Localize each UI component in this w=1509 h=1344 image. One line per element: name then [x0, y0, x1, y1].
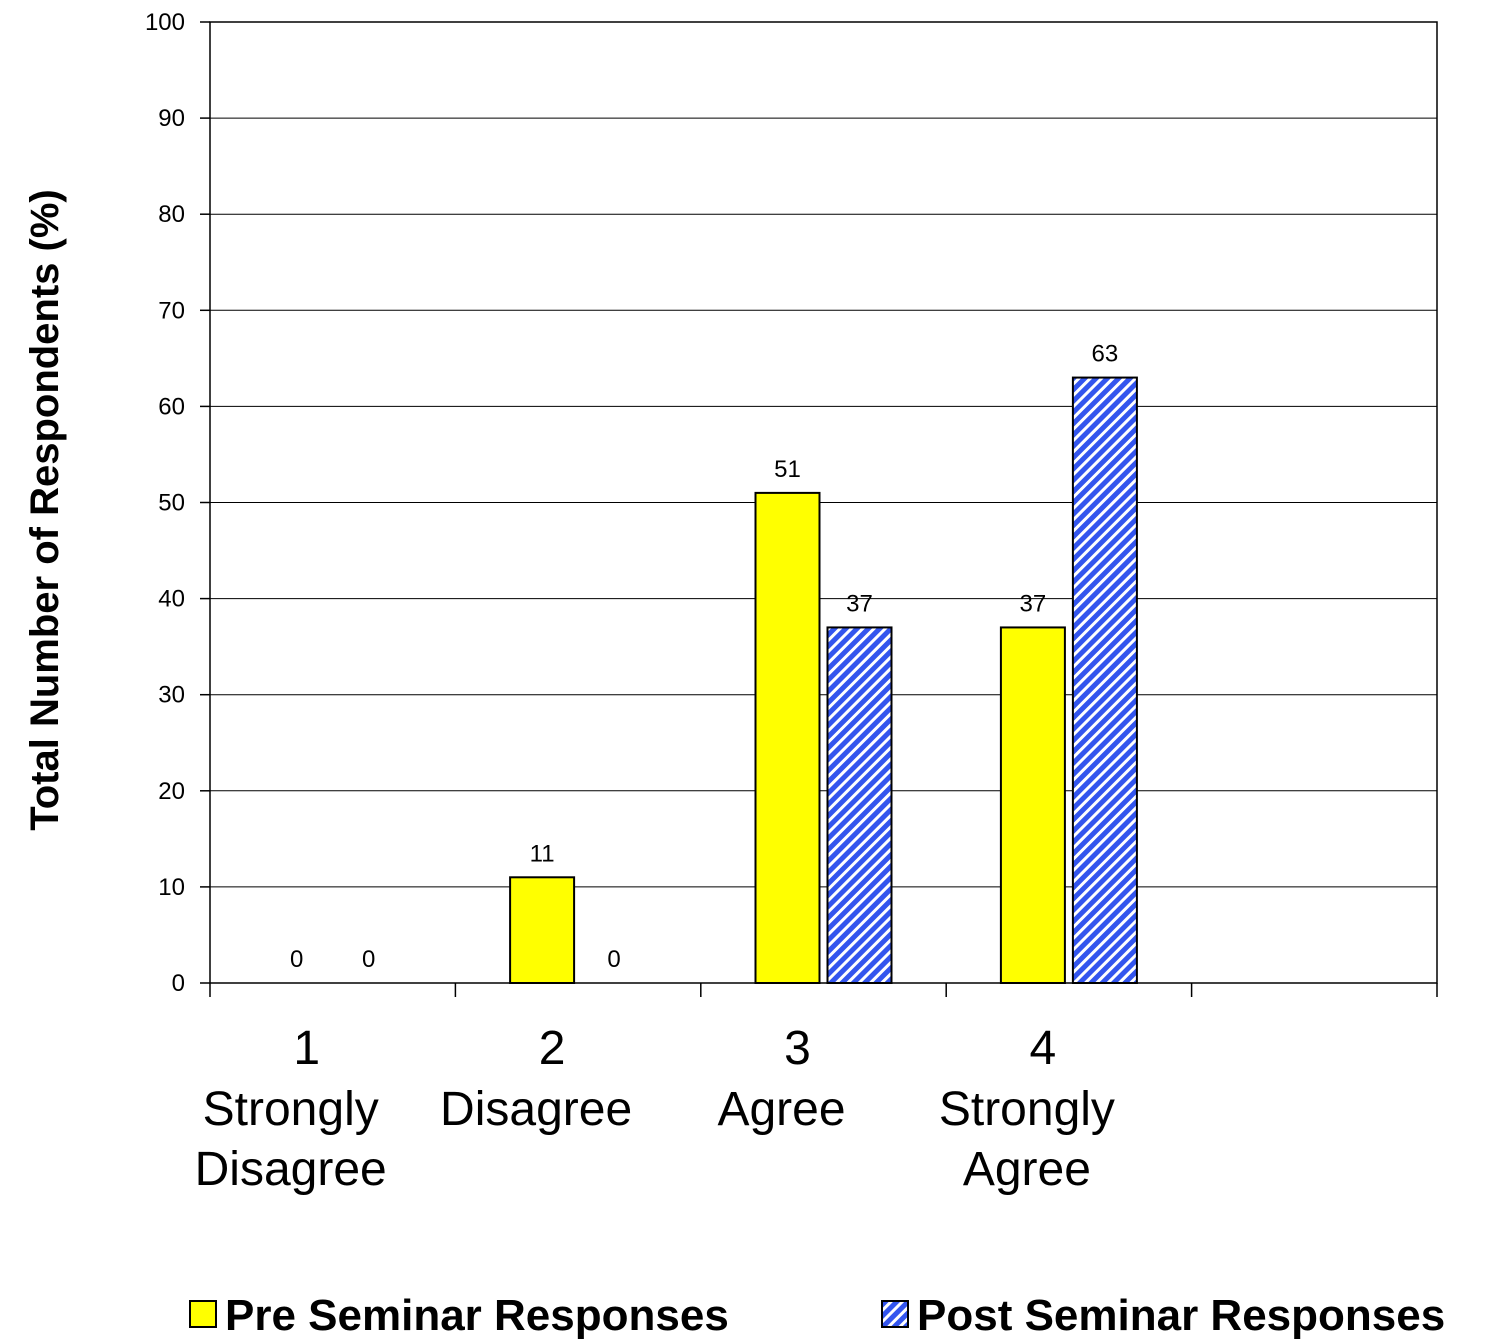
bar-pre-seminar — [509, 876, 576, 984]
bar-pre-seminar — [754, 491, 821, 984]
x-category-label: Disagree — [195, 1143, 387, 1196]
y-tick-label: 80 — [158, 201, 185, 228]
data-label-pre: 11 — [530, 840, 555, 867]
y-tick-label: 60 — [158, 393, 185, 420]
data-labels: 0 11 51 37 0 0 37 63 — [290, 341, 1118, 973]
category-labels: 1 Strongly Disagree 2 Disagree 3 Agree 4 Strongl… — [195, 1022, 1115, 1196]
legend-label-pre: Pre Seminar Responses — [225, 1291, 729, 1339]
y-tick-label: 10 — [158, 874, 185, 901]
legend-swatch-post — [881, 1300, 909, 1328]
x-category-number: 3 — [784, 1022, 811, 1075]
x-category-label: Strongly — [203, 1083, 379, 1136]
x-category-number: 4 — [1030, 1022, 1057, 1075]
y-axis-title: Total Number of Respondents (%) — [23, 189, 67, 830]
y-tick-label: 40 — [158, 586, 185, 613]
x-category-label: Agree — [963, 1143, 1091, 1196]
legend-label-post: Post Seminar Responses — [917, 1291, 1445, 1339]
data-label-post: 37 — [846, 590, 873, 617]
gridlines — [210, 117, 1437, 888]
data-label-post: 0 — [362, 946, 375, 973]
y-tick-label: 90 — [158, 105, 185, 132]
x-category-label: Disagree — [440, 1083, 632, 1136]
x-category-number: 2 — [539, 1022, 566, 1075]
x-category-label: Strongly — [939, 1083, 1115, 1136]
bars — [509, 376, 1138, 984]
data-label-pre: 51 — [774, 456, 801, 483]
data-label-post: 63 — [1092, 341, 1119, 368]
y-tick-label: 20 — [158, 778, 185, 805]
x-category-label: Agree — [717, 1083, 845, 1136]
legend-swatch-pre — [189, 1300, 217, 1328]
y-tick-label: 0 — [172, 970, 185, 997]
y-tick-label: 100 — [145, 9, 185, 36]
bar-post-seminar — [826, 626, 893, 984]
legend: Pre Seminar Responses Post Seminar Respon… — [189, 1291, 1445, 1340]
data-label-pre: 37 — [1020, 590, 1047, 617]
axes: 0 10 20 30 40 50 60 70 80 90 100 — [145, 9, 1438, 997]
bar-post-seminar — [1071, 376, 1138, 984]
data-label-pre: 0 — [290, 946, 303, 973]
y-tick-label: 70 — [158, 297, 185, 324]
x-category-number: 1 — [293, 1022, 320, 1075]
y-tick-label: 50 — [158, 490, 185, 517]
data-label-post: 0 — [607, 946, 620, 973]
bar-pre-seminar — [999, 626, 1066, 984]
y-tick-label: 30 — [158, 682, 185, 709]
